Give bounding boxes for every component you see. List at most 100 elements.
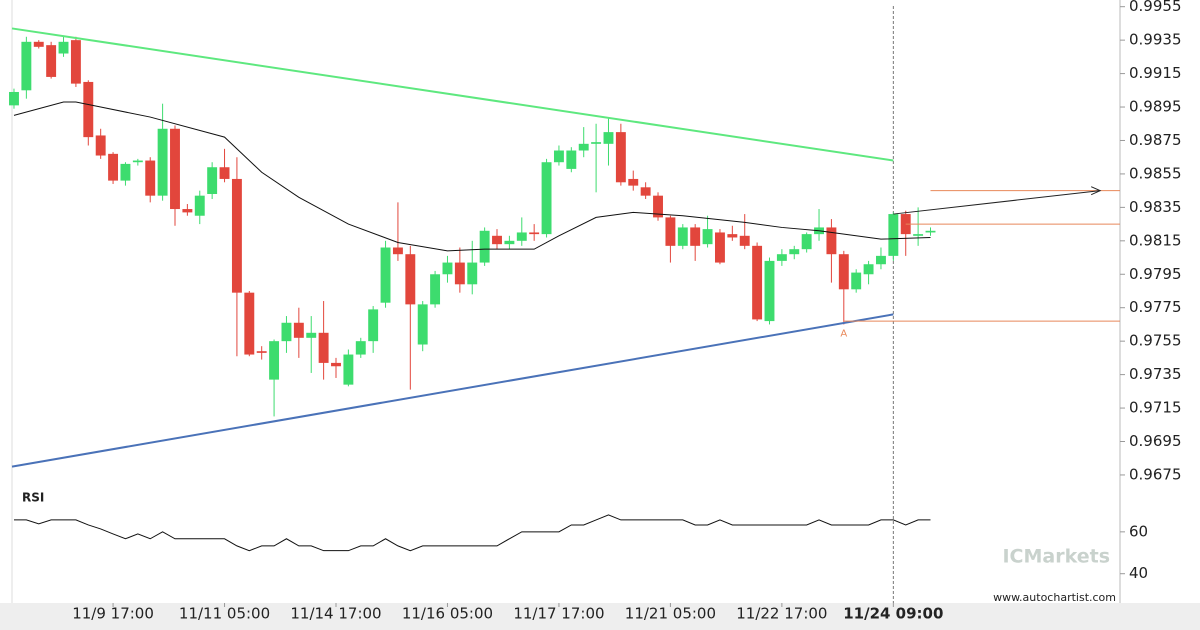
- candle-body: [467, 262, 478, 285]
- candle-body: [157, 128, 168, 196]
- candle-body: [541, 162, 552, 235]
- x-axis-band: [0, 603, 1200, 630]
- candle-body: [578, 143, 589, 151]
- candle-body: [838, 254, 849, 290]
- candle-body: [83, 81, 94, 138]
- candle-body: [677, 227, 688, 246]
- candle-body: [702, 229, 713, 245]
- candle-body: [318, 332, 329, 363]
- candle-body: [826, 227, 837, 255]
- x-tick-label: 11/21 05:00: [625, 605, 716, 623]
- trendline: [11, 27, 894, 162]
- projection-line: [893, 190, 1101, 215]
- candle-body: [566, 150, 577, 169]
- trendline: [11, 313, 894, 468]
- candle-body: [331, 362, 341, 367]
- candle-body: [219, 167, 230, 179]
- x-tick-label: 11/11 05:00: [179, 605, 270, 623]
- x-tick-label: 11/14 17:00: [290, 605, 381, 623]
- candle-body: [454, 262, 465, 285]
- y-tick-label: 0.9955: [1129, 0, 1182, 15]
- rsi-title: RSI: [22, 491, 44, 505]
- candle-body: [132, 160, 143, 163]
- candle-body: [95, 135, 106, 156]
- y-tick-label: 0.9775: [1129, 298, 1182, 316]
- candle-body: [640, 187, 651, 196]
- y-tick-label: 0.9735: [1129, 365, 1182, 383]
- candle-body: [145, 160, 156, 196]
- y-tick-label: 0.9675: [1129, 465, 1182, 483]
- candle-body: [801, 234, 812, 250]
- y-tick-label: 0.9755: [1129, 332, 1182, 350]
- candle-body: [925, 230, 936, 233]
- candle-body: [876, 255, 886, 265]
- rsi-tick-label: 40: [1129, 564, 1148, 582]
- rsi-line: [13, 514, 931, 552]
- candle-body: [170, 128, 180, 210]
- candle-body: [888, 214, 899, 256]
- candle-body: [516, 232, 527, 241]
- y-tick-label: 0.9715: [1129, 399, 1182, 417]
- candle-body: [244, 292, 255, 355]
- candle-body: [863, 264, 874, 275]
- candle-body: [392, 247, 403, 255]
- candle-body: [492, 235, 502, 245]
- candle-body: [913, 234, 924, 236]
- candle-body: [553, 150, 564, 163]
- watermark: ICMarkets: [1002, 546, 1110, 568]
- candle-body: [343, 354, 354, 385]
- moving-average: [13, 101, 931, 252]
- candle-body: [789, 249, 800, 255]
- candle-body: [120, 163, 131, 181]
- candle-body: [615, 132, 626, 183]
- candle-body: [58, 41, 69, 54]
- x-tick-label: 11/17 17:00: [513, 605, 604, 623]
- y-tick-label: 0.9695: [1129, 432, 1182, 450]
- candle-body: [479, 230, 490, 263]
- candle-body: [628, 178, 639, 186]
- candle-body: [665, 217, 676, 246]
- candle-body: [752, 245, 763, 320]
- candle-body: [33, 41, 44, 47]
- candle-body: [504, 240, 515, 245]
- y-tick-label: 0.9855: [1129, 164, 1182, 182]
- y-tick-label: 0.9835: [1129, 198, 1182, 216]
- candle-body: [194, 195, 205, 216]
- candle-body: [690, 227, 701, 246]
- candle-body: [727, 234, 738, 238]
- source: www.autochartist.com: [993, 591, 1116, 604]
- candle-body: [306, 332, 317, 338]
- candle-body: [231, 178, 242, 293]
- candle-body: [764, 260, 775, 322]
- candle-body: [591, 142, 602, 144]
- candle-body: [529, 232, 540, 235]
- candle-body: [603, 132, 614, 144]
- candle-body: [405, 254, 416, 305]
- candle-body: [269, 341, 280, 380]
- y-tick-label: 0.9795: [1129, 265, 1182, 283]
- arrow-head: [1090, 186, 1102, 196]
- y-tick-label: 0.9915: [1129, 64, 1182, 82]
- candle-body: [256, 351, 267, 353]
- candle-body: [9, 91, 19, 106]
- candle-body: [182, 209, 193, 213]
- candle-body: [281, 322, 292, 342]
- y-tick-label: 0.9875: [1129, 131, 1182, 149]
- candle-body: [207, 167, 218, 194]
- candle-body: [851, 272, 862, 290]
- annotation: A: [840, 328, 847, 339]
- candle-body: [108, 153, 119, 181]
- candle-body: [739, 235, 750, 246]
- candle-body: [21, 41, 32, 91]
- x-tick-label: 11/9 17:00: [72, 605, 154, 623]
- candle-body: [653, 195, 663, 218]
- candle-body: [714, 232, 725, 263]
- y-tick-label: 0.9815: [1129, 231, 1182, 249]
- y-tick-label: 0.9895: [1129, 98, 1182, 116]
- candle-body: [46, 45, 57, 77]
- candle-body: [442, 262, 453, 275]
- x-tick-label: 11/22 17:00: [736, 605, 827, 623]
- candle-body: [380, 247, 391, 303]
